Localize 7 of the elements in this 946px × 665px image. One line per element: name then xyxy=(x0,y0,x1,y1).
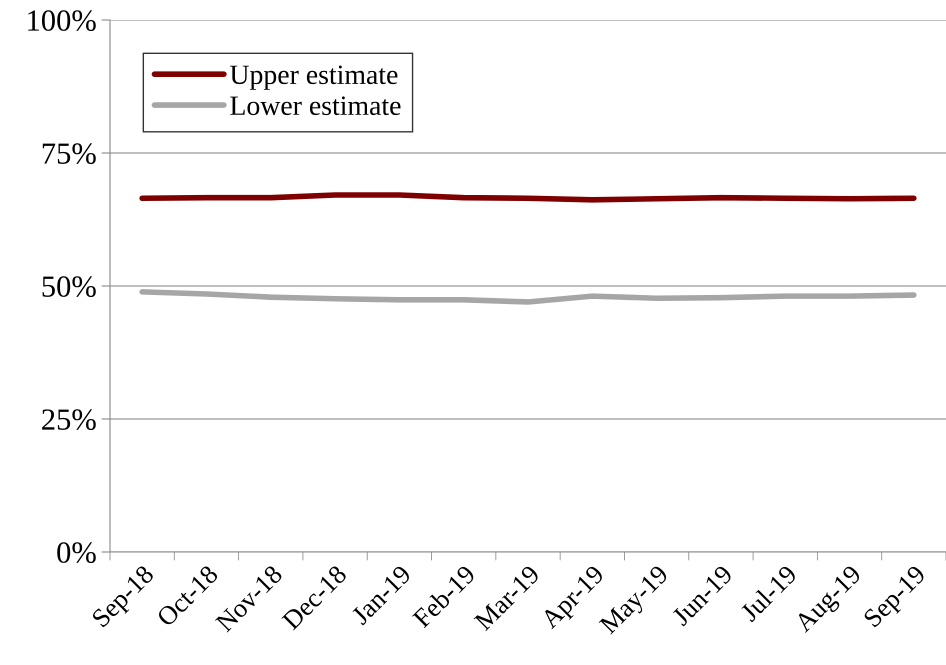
y-tick-label: 0% xyxy=(57,542,96,563)
legend-label: Upper estimate xyxy=(230,65,398,90)
legend-label: Lower estimate xyxy=(230,96,400,116)
y-tick-label: 50% xyxy=(42,276,96,297)
y-tick-label: 100% xyxy=(28,10,96,31)
y-tick-label: 25% xyxy=(42,409,96,430)
y-tick-label: 75% xyxy=(42,143,96,164)
